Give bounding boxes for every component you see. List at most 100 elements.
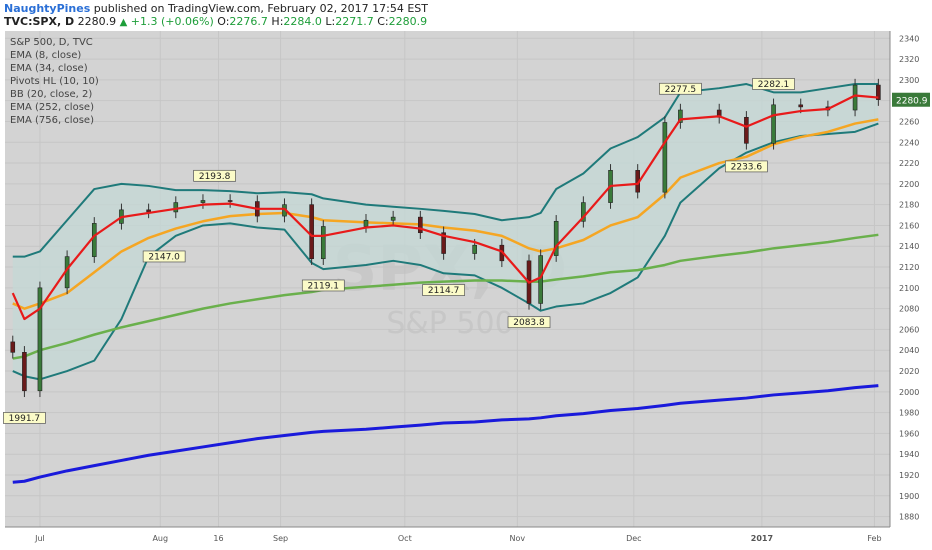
y-tick-label: 1900 [899, 492, 919, 501]
legend-item-ema34[interactable]: EMA (34, close) [10, 63, 88, 74]
y-tick-label: 2240 [899, 138, 919, 147]
ema8-line [11, 94, 879, 321]
x-tick-label: Oct [398, 534, 412, 543]
pivot-label: 2114.7 [428, 286, 460, 296]
y-tick-label: 2160 [899, 221, 919, 230]
pivot-label: 2119.1 [308, 281, 340, 291]
ema756-line [12, 384, 879, 484]
bollinger-fill [12, 84, 879, 380]
pivot-label: 2083.8 [513, 318, 545, 328]
y-tick-label: 1960 [899, 429, 919, 438]
author-link[interactable]: NaughtyPines [4, 2, 91, 15]
pivot-label: 2277.5 [665, 85, 697, 95]
y-tick-label: 2060 [899, 325, 919, 334]
candle-body [852, 84, 858, 111]
y-tick-label: 2040 [899, 346, 919, 355]
y-tick-label: 1980 [899, 409, 919, 418]
pivot-label: 2147.0 [148, 252, 180, 262]
symbol-label: TVC:SPX, D [4, 15, 75, 28]
pivot-label-box [3, 412, 46, 424]
x-tick-label: Nov [510, 534, 526, 543]
candle-body [418, 216, 423, 234]
candle-body [173, 202, 179, 213]
candle-body [390, 216, 396, 221]
pivot-label-box [507, 316, 551, 329]
low-label: L: [325, 15, 336, 28]
y-tick-label: 2220 [899, 159, 919, 168]
candle-body [876, 84, 881, 100]
y-tick-label: 2340 [899, 34, 919, 43]
candle-body [91, 223, 97, 257]
y-tick-label: 2080 [899, 305, 919, 314]
bollinger-upper-line [12, 83, 879, 258]
pivot-label-box [142, 250, 186, 263]
ema252-line [12, 233, 879, 360]
watermark-name: S&P 500 [386, 306, 513, 341]
price-change: +1.3 (+0.06%) [130, 15, 214, 28]
last-price: 2280.9 [77, 15, 117, 28]
last-price-badge [892, 92, 930, 107]
y-tick-label: 2020 [899, 367, 919, 376]
y-tick-label: 2200 [899, 180, 919, 189]
x-tick-label: Sep [273, 534, 288, 543]
candle-body [146, 209, 151, 213]
y-tick-label: 2180 [899, 201, 919, 210]
x-tick-label: 16 [213, 534, 223, 543]
pivot-label-box [725, 160, 768, 173]
y-tick-label: 1940 [899, 450, 919, 459]
open-label: O: [217, 15, 230, 28]
pivot-label: 2233.6 [731, 162, 763, 172]
pivot-label-box [422, 284, 465, 296]
candle-body [678, 109, 683, 123]
published-text: published on TradingView.com, February 0… [93, 2, 428, 15]
pivot-label-box [301, 279, 345, 292]
x-tick-label: 2017 [751, 534, 773, 543]
legend-item-ema252[interactable]: EMA (252, close) [10, 102, 94, 113]
legend-item-bollinger[interactable]: BB (20, close, 2) [10, 89, 93, 100]
y-tick-label: 2300 [899, 76, 919, 85]
x-tick-label: Jul [34, 534, 45, 543]
high-value: 2284.0 [283, 15, 322, 28]
candle-body [309, 204, 314, 260]
candle-body [662, 122, 668, 193]
y-tick-label: 2100 [899, 284, 919, 293]
candle-body [472, 244, 477, 254]
pivot-label: 2282.1 [758, 80, 790, 90]
pivot-label: 1991.7 [9, 414, 41, 424]
legend-item-ema8[interactable]: EMA (8, close) [10, 50, 82, 61]
y-tick-label: 2260 [899, 117, 919, 126]
candle-body [581, 202, 586, 222]
y-tick-label: 2140 [899, 242, 919, 251]
y-tick-label: 2320 [899, 55, 919, 64]
candle-body [363, 219, 369, 227]
legend-item-pivots[interactable]: Pivots HL (10, 10) [10, 76, 99, 87]
close-label: C: [377, 15, 389, 28]
up-arrow-icon: ▲ [119, 17, 128, 28]
candle-body [798, 104, 804, 108]
indicator-legend: S&P 500, D, TVC EMA (8, close) EMA (34, … [10, 36, 99, 127]
open-value: 2276.7 [229, 15, 268, 28]
legend-item-symbol[interactable]: S&P 500, D, TVC [10, 37, 93, 48]
ohlc-line: TVC:SPX, D 2280.9 ▲ +1.3 (+0.06%) O:2276… [4, 15, 427, 28]
candle-body [744, 117, 749, 144]
last-price-badge-text: 2280.9 [896, 97, 928, 107]
y-tick-label: 2120 [899, 263, 919, 272]
candle-body [200, 200, 206, 203]
y-tick-label: 2000 [899, 388, 919, 397]
candle-body [22, 352, 27, 392]
publish-line: NaughtyPines published on TradingView.co… [4, 2, 428, 15]
candle-body [771, 104, 776, 144]
candle-body [227, 200, 233, 202]
pivot-label-box [752, 78, 795, 90]
candle-body [441, 232, 446, 254]
close-value: 2280.9 [388, 15, 428, 28]
candle-body [320, 226, 326, 260]
pivot-label-box [659, 82, 702, 95]
legend-item-ema756[interactable]: EMA (756, close) [10, 115, 94, 126]
low-value: 2271.7 [335, 15, 374, 28]
candle-body [538, 255, 543, 304]
high-label: H: [271, 15, 284, 28]
candle-body [10, 341, 16, 353]
y-tick-label: 1880 [899, 513, 919, 522]
